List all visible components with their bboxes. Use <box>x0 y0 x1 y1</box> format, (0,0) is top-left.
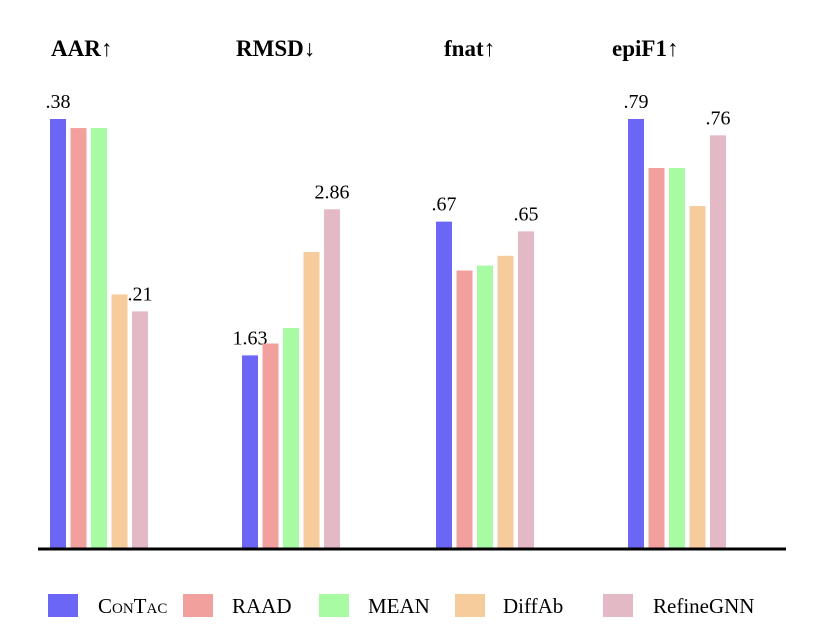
legend-label: DiffAb <box>503 594 563 618</box>
legend-swatch <box>603 594 633 617</box>
data-label: 1.63 <box>233 327 268 349</box>
bar <box>70 128 87 550</box>
data-label: .76 <box>706 107 731 129</box>
legend-item: ConTac <box>48 594 167 618</box>
bar <box>710 135 726 550</box>
legend-item: RefineGNN <box>603 594 754 618</box>
bar-group: RMSD↓ 1.63 2.86 <box>233 36 350 549</box>
data-label: .38 <box>46 91 71 113</box>
bar <box>283 328 299 549</box>
legend-item: DiffAb <box>455 594 563 618</box>
bar <box>518 231 534 550</box>
bar <box>111 294 128 549</box>
bar <box>50 119 66 549</box>
bar <box>324 209 340 549</box>
legend-swatch <box>319 594 349 617</box>
legend-label: ConTac <box>98 594 167 618</box>
bar <box>132 311 148 549</box>
bar <box>456 270 473 549</box>
legend-label: RAAD <box>232 594 292 618</box>
bar <box>628 119 644 549</box>
bar <box>262 343 279 549</box>
bar <box>436 221 452 549</box>
bar <box>242 355 258 549</box>
group-title: AAR↑ <box>51 36 112 61</box>
legend-swatch <box>183 594 213 617</box>
data-label: .79 <box>624 91 649 113</box>
bar <box>669 167 685 549</box>
data-label: 2.86 <box>315 181 350 203</box>
data-label: .67 <box>432 194 457 216</box>
bar <box>648 167 665 549</box>
legend: ConTac RAAD MEAN DiffAb RefineGNN <box>48 594 754 618</box>
group-title: RMSD↓ <box>236 36 315 61</box>
data-label: .21 <box>128 283 153 305</box>
bar <box>689 206 706 549</box>
legend-swatch <box>455 594 485 617</box>
legend-item: RAAD <box>183 594 292 618</box>
bar-group: fnat↑ .67 .65 <box>432 36 539 550</box>
legend-item: MEAN <box>319 594 430 618</box>
bar <box>497 255 514 549</box>
bar-group: AAR↑ .38 .21 <box>46 36 153 550</box>
legend-label: MEAN <box>368 594 430 618</box>
legend-label: RefineGNN <box>653 594 754 618</box>
group-title: fnat↑ <box>444 36 495 61</box>
legend-swatch <box>48 594 78 617</box>
bars-layer: AAR↑ .38 .21 RMSD↓ 1.63 2.86 fnat↑ .67 .65 epiF1↑… <box>46 36 731 550</box>
bar <box>91 128 107 550</box>
group-title: epiF1↑ <box>612 36 678 61</box>
bar <box>477 265 493 549</box>
data-label: .65 <box>514 203 539 225</box>
bar <box>303 252 320 549</box>
bar-group: epiF1↑ .79 .76 <box>612 36 731 550</box>
